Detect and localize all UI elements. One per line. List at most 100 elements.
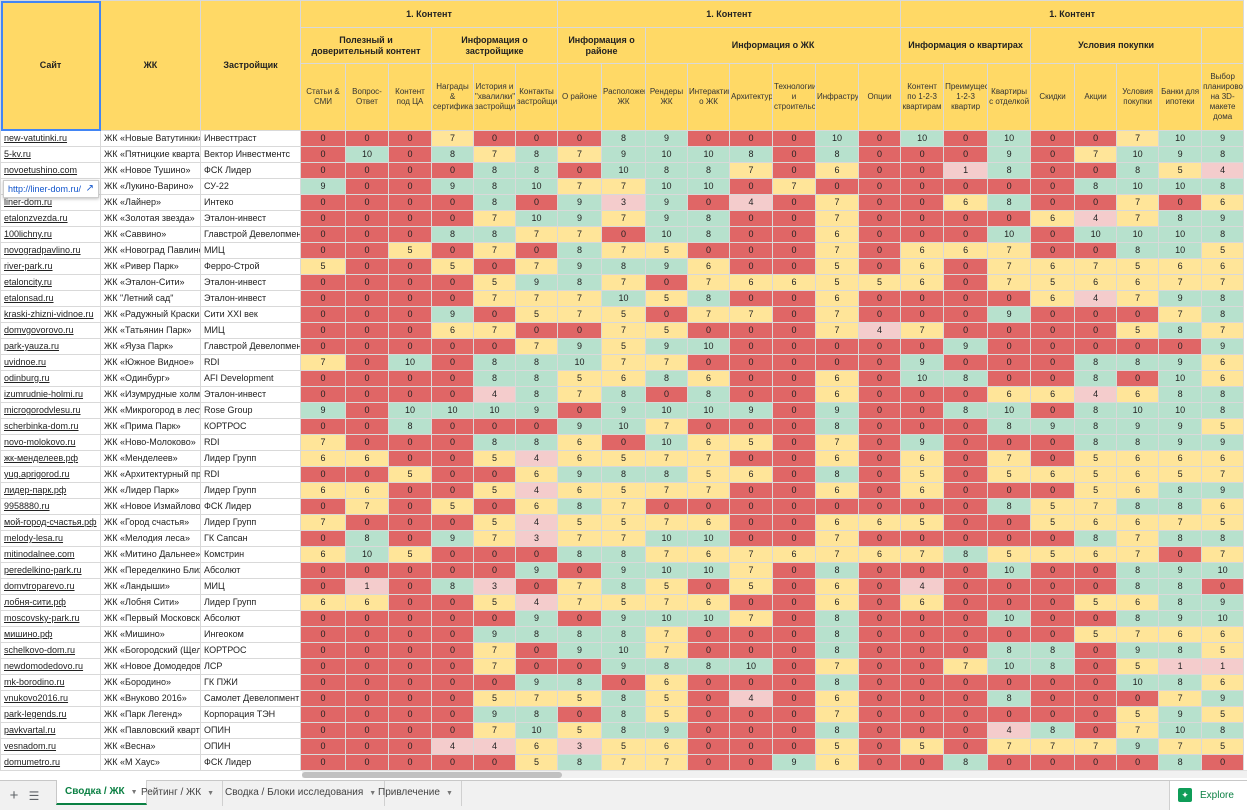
column-header[interactable]: Контакты застройщика <box>514 63 559 131</box>
score-cell[interactable]: 0 <box>388 674 432 691</box>
score-cell[interactable]: 7 <box>900 322 945 339</box>
score-cell[interactable]: 7 <box>645 594 689 611</box>
score-cell[interactable]: 0 <box>900 306 945 323</box>
developer-name[interactable]: Вектор Инвестментс <box>200 146 301 163</box>
score-cell[interactable]: 5 <box>473 274 516 291</box>
score-cell[interactable]: 7 <box>815 530 860 547</box>
score-cell[interactable]: 10 <box>900 130 945 147</box>
score-cell[interactable]: 5 <box>473 450 516 467</box>
score-cell[interactable]: 0 <box>388 594 432 611</box>
score-cell[interactable]: 0 <box>987 674 1032 691</box>
column-header[interactable]: Контент под ЦА <box>388 63 432 131</box>
score-cell[interactable]: 0 <box>987 178 1032 195</box>
score-cell[interactable]: 8 <box>1074 402 1118 419</box>
score-cell[interactable]: 8 <box>1116 354 1160 371</box>
score-cell[interactable]: 6 <box>987 386 1032 403</box>
score-cell[interactable]: 8 <box>1116 578 1160 595</box>
score-cell[interactable]: 10 <box>1116 674 1160 691</box>
score-cell[interactable]: 0 <box>687 194 731 211</box>
score-cell[interactable]: 0 <box>900 626 945 643</box>
sheet-tab[interactable]: Сводка / ЖК ▼ <box>56 780 147 805</box>
score-cell[interactable]: 7 <box>1116 626 1160 643</box>
score-cell[interactable]: 0 <box>772 354 817 371</box>
column-header[interactable]: Опции <box>858 63 902 131</box>
developer-name[interactable]: КОРТРОС <box>200 642 301 659</box>
developer-name[interactable]: Эталон-инвест <box>200 290 301 307</box>
score-cell[interactable]: 0 <box>557 610 603 627</box>
score-cell[interactable]: 8 <box>601 466 647 483</box>
score-cell[interactable]: 8 <box>431 146 474 163</box>
score-cell[interactable]: 8 <box>514 706 559 723</box>
score-cell[interactable]: 5 <box>815 274 860 291</box>
score-cell[interactable]: 8 <box>1158 498 1203 515</box>
column-header[interactable]: Статьи & СМИ <box>300 63 346 131</box>
score-cell[interactable]: 9 <box>514 562 559 579</box>
score-cell[interactable]: 6 <box>1030 290 1076 307</box>
score-cell[interactable]: 5 <box>645 690 689 707</box>
score-cell[interactable]: 7 <box>601 210 647 227</box>
score-cell[interactable]: 0 <box>1201 578 1245 595</box>
score-cell[interactable]: 4 <box>514 450 559 467</box>
score-cell[interactable]: 5 <box>1158 466 1203 483</box>
score-cell[interactable]: 0 <box>388 514 432 531</box>
score-cell[interactable]: 7 <box>557 386 603 403</box>
score-cell[interactable]: 0 <box>858 674 902 691</box>
score-cell[interactable]: 0 <box>473 562 516 579</box>
score-cell[interactable]: 8 <box>473 178 516 195</box>
site-link[interactable]: uvidnoe.ru <box>0 354 101 371</box>
score-cell[interactable]: 0 <box>943 498 989 515</box>
score-cell[interactable]: 0 <box>858 402 902 419</box>
score-cell[interactable]: 5 <box>858 274 902 291</box>
zhk-name[interactable]: ЖК «Пятницкие кварталы» <box>100 146 201 163</box>
score-cell[interactable]: 4 <box>1201 162 1245 179</box>
score-cell[interactable]: 0 <box>1030 562 1076 579</box>
score-cell[interactable]: 9 <box>601 562 647 579</box>
score-cell[interactable]: 5 <box>601 450 647 467</box>
header-zhk[interactable]: ЖК <box>100 0 201 131</box>
developer-name[interactable]: ГК ПЖИ <box>200 674 301 691</box>
score-cell[interactable]: 5 <box>729 434 774 451</box>
score-cell[interactable]: 0 <box>345 338 389 355</box>
score-cell[interactable]: 0 <box>772 226 817 243</box>
score-cell[interactable]: 10 <box>388 354 432 371</box>
developer-name[interactable]: ФСК Лидер <box>200 498 301 515</box>
score-cell[interactable]: 0 <box>987 210 1032 227</box>
score-cell[interactable]: 7 <box>601 354 647 371</box>
score-cell[interactable]: 0 <box>729 290 774 307</box>
score-cell[interactable]: 0 <box>473 754 516 771</box>
score-cell[interactable]: 5 <box>1074 482 1118 499</box>
score-cell[interactable]: 9 <box>1201 130 1245 147</box>
score-cell[interactable]: 10 <box>1116 402 1160 419</box>
score-cell[interactable]: 0 <box>858 690 902 707</box>
score-cell[interactable]: 7 <box>557 578 603 595</box>
score-cell[interactable]: 10 <box>987 562 1032 579</box>
score-cell[interactable]: 0 <box>900 338 945 355</box>
site-link[interactable]: new-vatutinki.ru <box>0 130 101 147</box>
score-cell[interactable]: 0 <box>345 626 389 643</box>
score-cell[interactable]: 0 <box>1074 722 1118 739</box>
score-cell[interactable]: 7 <box>1201 274 1245 291</box>
score-cell[interactable]: 0 <box>858 130 902 147</box>
zhk-name[interactable]: ЖК «Мишино» <box>100 626 201 643</box>
score-cell[interactable]: 5 <box>1030 514 1076 531</box>
score-cell[interactable]: 7 <box>1116 210 1160 227</box>
score-cell[interactable]: 6 <box>1030 210 1076 227</box>
score-cell[interactable]: 0 <box>1030 130 1076 147</box>
score-cell[interactable]: 7 <box>473 242 516 259</box>
zhk-name[interactable]: ЖК «Павловский квартал» <box>100 722 201 739</box>
score-cell[interactable]: 8 <box>1158 594 1203 611</box>
score-cell[interactable]: 6 <box>900 274 945 291</box>
score-cell[interactable]: 9 <box>815 402 860 419</box>
score-cell[interactable]: 7 <box>601 530 647 547</box>
score-cell[interactable]: 0 <box>300 162 346 179</box>
score-cell[interactable]: 8 <box>815 626 860 643</box>
column-header[interactable]: Выбор планировок на 3D-макете дома <box>1201 63 1245 131</box>
score-cell[interactable]: 0 <box>1074 130 1118 147</box>
score-cell[interactable]: 0 <box>388 258 432 275</box>
score-cell[interactable]: 8 <box>514 386 559 403</box>
zhk-name[interactable]: ЖК «Бородино» <box>100 674 201 691</box>
score-cell[interactable]: 0 <box>514 130 559 147</box>
developer-name[interactable]: Лидер Групп <box>200 450 301 467</box>
score-cell[interactable]: 8 <box>1116 434 1160 451</box>
tab-menu-icon[interactable]: ▼ <box>130 789 138 796</box>
